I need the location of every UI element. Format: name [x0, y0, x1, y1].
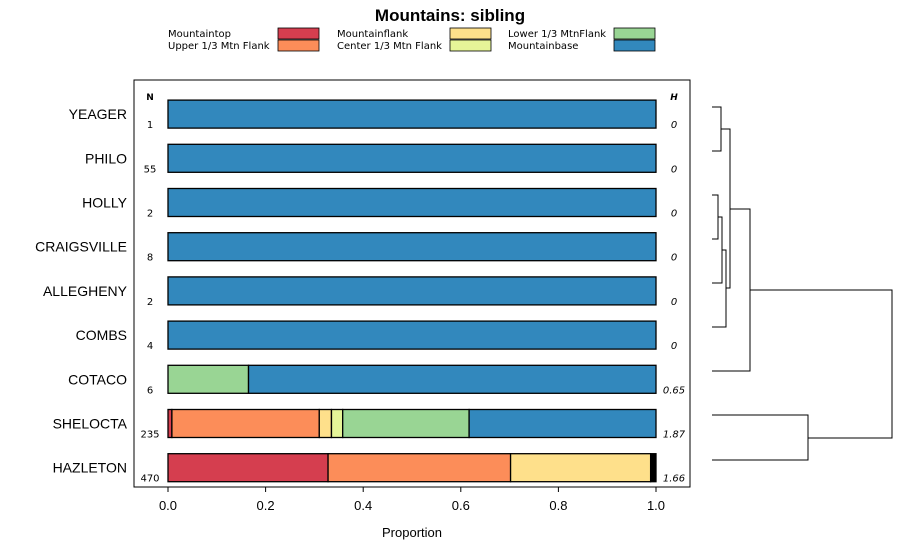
h-column-header: H — [670, 93, 678, 103]
h-value: 0 — [671, 253, 677, 264]
n-value: 55 — [144, 164, 157, 175]
n-value: 8 — [147, 253, 153, 264]
plot-frame — [133, 79, 691, 488]
legend-swatch-mountainbase — [613, 39, 656, 52]
dendro-link-allegheny — [712, 216, 723, 284]
dendro-link-root — [750, 289, 893, 439]
bar-segment-mountainbase — [167, 232, 657, 262]
bar-segment-other — [649, 453, 657, 483]
n-column-header: N — [146, 93, 154, 103]
row-allegheny: ALLEGHENY 2 0 — [43, 276, 677, 308]
row-label: HAZLETON — [53, 460, 127, 476]
chart-title: Mountains: sibling — [375, 6, 525, 25]
bar-segment-mountainflank — [509, 453, 652, 483]
x-tick-label: 1.0 — [647, 498, 665, 513]
h-value: 1.87 — [663, 430, 686, 441]
h-value: 0.65 — [663, 385, 685, 396]
row-cotaco: COTACO 6 0.65 — [68, 364, 685, 396]
bar-segment-lower-1-3-mtnflank — [167, 364, 250, 394]
bar-segment-mountainflank — [318, 408, 333, 439]
h-value: 0 — [671, 341, 677, 352]
legend-label-upper-1-3-mtn-flank: Upper 1/3 Mtn Flank — [168, 41, 270, 52]
row-label: YEAGER — [69, 106, 127, 122]
dendro-link-shelocta-hazleton — [712, 414, 809, 461]
x-tick-label: 0.6 — [452, 498, 470, 513]
legend-label-mountainbase: Mountainbase — [508, 41, 578, 52]
row-label: PHILO — [85, 150, 127, 166]
row-combs: COMBS 4 0 — [76, 320, 677, 352]
x-axis: 0.0 0.2 0.4 0.6 0.8 1.0 — [159, 487, 665, 513]
row-label: SHELOCTA — [53, 416, 128, 432]
x-tick-label: 0.4 — [354, 498, 372, 513]
n-value: 2 — [147, 209, 153, 220]
h-value: 1.66 — [663, 474, 685, 485]
row-yeager: YEAGER 1 0 — [69, 99, 677, 131]
h-value: 0 — [671, 164, 677, 175]
row-craigsville: CRAIGSVILLE 8 0 — [35, 232, 677, 264]
x-tick-label: 0.2 — [257, 498, 275, 513]
n-value: 470 — [140, 474, 159, 485]
row-holly: HOLLY 2 0 — [82, 187, 677, 220]
legend-label-mountainflank: Mountainflank — [337, 29, 408, 40]
row-label: COMBS — [76, 327, 127, 343]
row-hazleton: HAZLETON 470 1.66 — [53, 453, 685, 485]
legend-label-lower-1-3-mtnflank: Lower 1/3 MtnFlank — [508, 29, 606, 40]
row-shelocta: SHELOCTA 235 1.87 — [53, 408, 686, 441]
x-tick-label: 0.0 — [159, 498, 177, 513]
bar-segment-mountainbase — [167, 320, 657, 350]
n-value: 1 — [147, 120, 153, 131]
bar-segment-mountainbase — [167, 187, 657, 218]
row-label: CRAIGSVILLE — [35, 239, 127, 255]
bar-segment-upper-1-3-mtn-flank — [171, 408, 320, 439]
legend-swatch-mountaintop — [277, 27, 320, 40]
legend-label-mountaintop: Mountaintop — [168, 29, 231, 40]
bar-segment-mountaintop — [167, 453, 329, 483]
bar-segment-center-1-3-mtn-flank — [330, 408, 344, 439]
legend-swatch-upper-1-3-mtn-flank — [277, 39, 320, 52]
n-value: 235 — [140, 430, 159, 441]
bar-segment-mountainbase — [167, 276, 657, 306]
x-tick-label: 0.8 — [549, 498, 567, 513]
bar-segment-mountainbase — [167, 143, 657, 173]
legend-swatch-lower-1-3-mtnflank — [613, 27, 656, 40]
row-label: HOLLY — [82, 195, 128, 211]
bar-segment-mountainbase — [247, 364, 657, 394]
row-label: ALLEGHENY — [43, 283, 128, 299]
bar-segment-mountainbase — [167, 99, 657, 129]
bar-segment-mountainbase — [468, 408, 657, 439]
legend-swatch-mountainflank — [449, 27, 492, 40]
dendro-link-holly-craigsville — [712, 194, 719, 240]
bar-segment-lower-1-3-mtnflank — [342, 408, 470, 439]
legend-label-center-1-3-mtn-flank: Center 1/3 Mtn Flank — [337, 41, 442, 52]
bar-segment-upper-1-3-mtn-flank — [327, 453, 512, 483]
n-value: 4 — [147, 341, 153, 352]
dendro-link-yeager-philo — [712, 106, 722, 152]
legend-swatch-center-1-3-mtn-flank — [449, 39, 492, 52]
dendro-link-combs — [712, 249, 727, 328]
row-label: COTACO — [68, 371, 127, 387]
h-value: 0 — [671, 120, 677, 131]
legend: Mountaintop Mountainflank Lower 1/3 MtnFla… — [168, 27, 656, 52]
dendrogram — [712, 106, 893, 461]
h-value: 0 — [671, 297, 677, 308]
x-axis-label: Proportion — [382, 525, 442, 540]
row-philo: PHILO 55 0 — [85, 143, 677, 175]
n-value: 6 — [147, 385, 153, 396]
n-value: 2 — [147, 297, 153, 308]
h-value: 0 — [671, 209, 677, 220]
